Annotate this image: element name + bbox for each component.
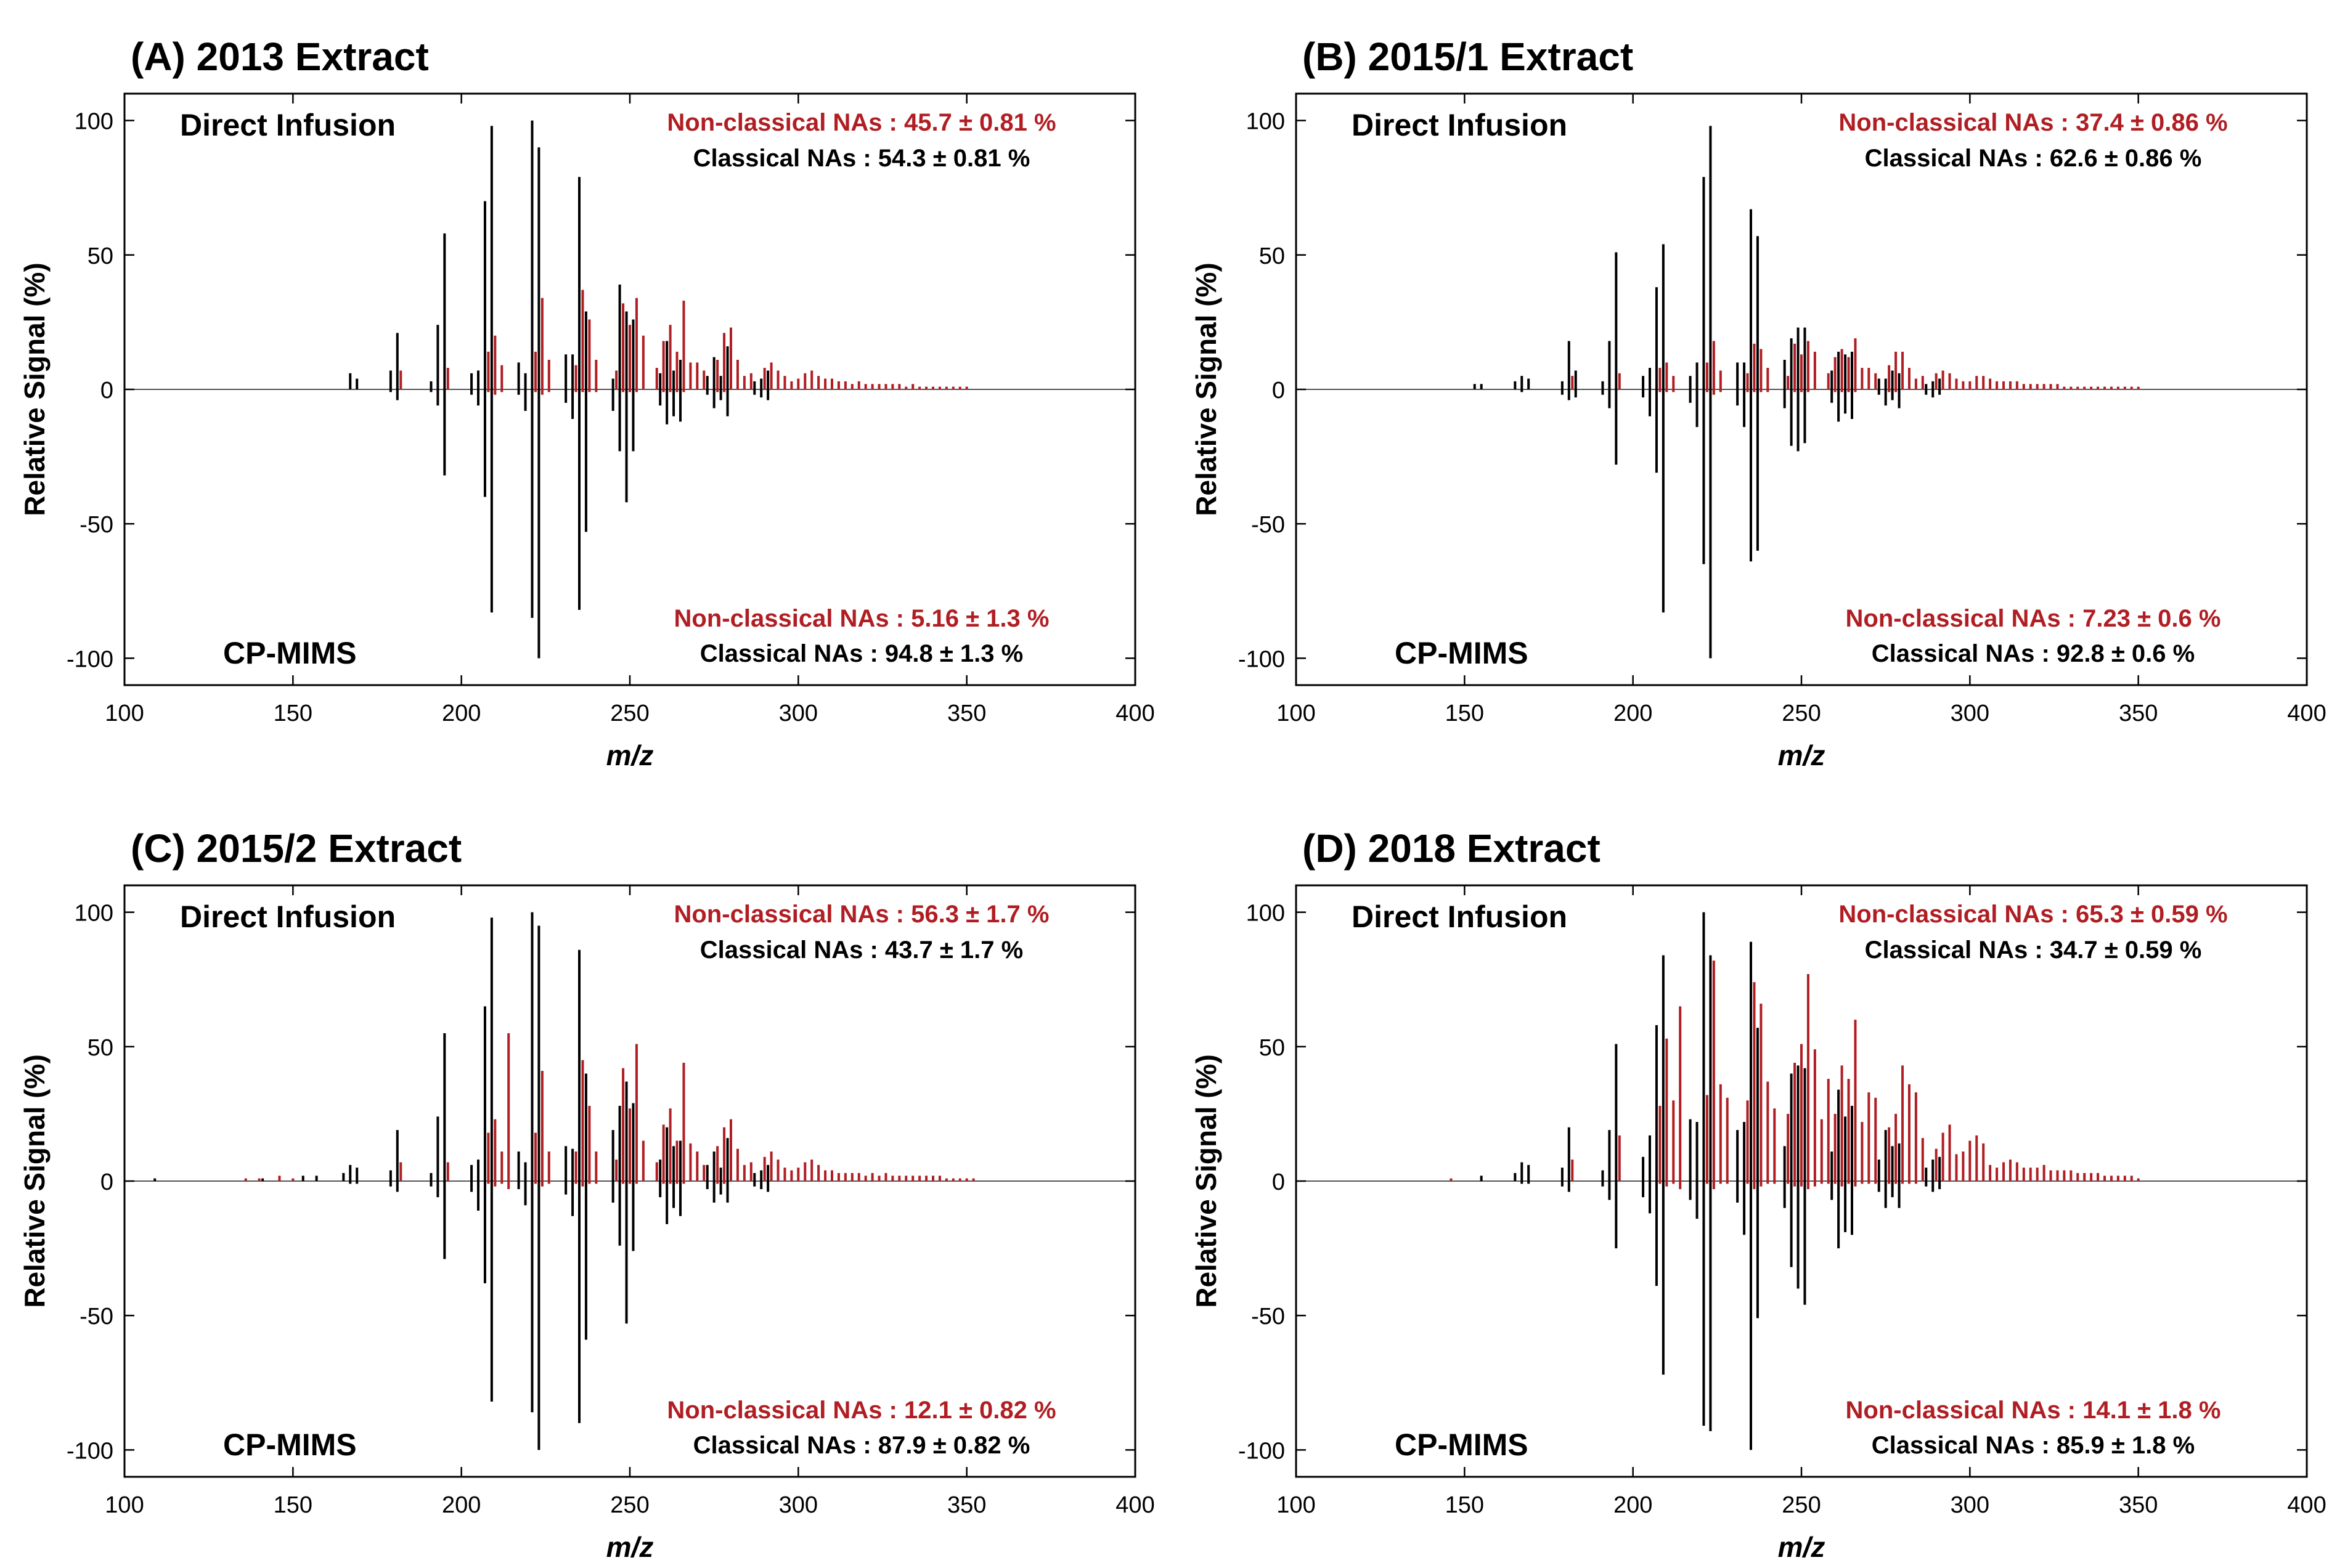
y-axis-label: Relative Signal (%) [1190,1054,1222,1308]
x-tick-label: 300 [779,701,818,726]
x-tick-label: 250 [1782,701,1821,726]
cp-mims-label: CP-MIMS [1395,636,1528,670]
x-tick-label: 400 [2287,701,2326,726]
x-tick-label: 150 [274,701,312,726]
bottom-nonclassical-fraction: Non-classical NAs : 12.1 ± 0.82 % [667,1397,1056,1424]
y-tick-label: -50 [1251,1304,1285,1330]
y-tick-label: 0 [100,378,113,404]
y-tick-label: -100 [67,1438,113,1464]
top-nonclassical-fraction: Non-classical NAs : 56.3 ± 1.7 % [674,901,1050,928]
y-tick-label: 50 [1259,243,1285,269]
top-nonclassical-fraction: Non-classical NAs : 37.4 ± 0.86 % [1838,109,2227,136]
classical-series [349,120,770,659]
top-nonclassical-fraction: Non-classical NAs : 65.3 ± 0.59 % [1838,901,2227,928]
nonclassical-series [1450,961,2140,1190]
x-tick-label: 200 [442,1492,481,1518]
panel-3: (D) 2018 Extract 100 150 200 250 300 350 400 100… [1190,826,2327,1563]
classical-series [1473,126,1941,659]
x-tick-label: 300 [779,1492,818,1518]
y-tick-label: 100 [75,109,113,135]
x-axis-label: m/z [1778,1531,1825,1563]
cp-mims-label: CP-MIMS [223,1428,357,1462]
bottom-classical-fraction: Classical NAs : 92.8 ± 0.6 % [1872,640,2195,667]
x-tick-label: 150 [1445,1492,1484,1518]
panel-title: (B) 2015/1 Extract [1302,35,1633,79]
y-tick-label: 100 [1246,901,1285,927]
top-classical-fraction: Classical NAs : 54.3 ± 0.81 % [693,145,1030,172]
nonclassical-series [244,1033,975,1190]
x-axis-label: m/z [1778,739,1825,771]
x-tick-label: 400 [2287,1492,2326,1518]
bottom-nonclassical-fraction: Non-classical NAs : 14.1 ± 1.8 % [1846,1397,2221,1424]
y-tick-label: 50 [88,1035,113,1061]
y-tick-label: -50 [1251,512,1285,538]
x-tick-label: 150 [1445,701,1484,726]
bottom-classical-fraction: Classical NAs : 85.9 ± 1.8 % [1872,1432,2195,1459]
y-tick-label: 50 [1259,1035,1285,1061]
y-tick-label: -100 [67,646,113,672]
panel-title: (D) 2018 Extract [1302,826,1601,871]
direct-infusion-label: Direct Infusion [1352,900,1567,934]
bottom-nonclassical-fraction: Non-classical NAs : 5.16 ± 1.3 % [674,605,1050,632]
x-tick-label: 350 [2119,1492,2158,1518]
y-tick-label: 100 [75,901,113,927]
classical-series [153,912,770,1450]
x-tick-label: 300 [1951,701,1989,726]
top-classical-fraction: Classical NAs : 34.7 ± 0.59 % [1865,936,2202,964]
direct-infusion-label: Direct Infusion [1352,108,1567,142]
x-tick-label: 250 [610,701,649,726]
bottom-classical-fraction: Classical NAs : 94.8 ± 1.3 % [700,640,1023,667]
y-tick-label: 0 [100,1169,113,1195]
y-tick-label: 100 [1246,109,1285,135]
x-tick-label: 100 [1276,1492,1315,1518]
top-classical-fraction: Classical NAs : 43.7 ± 1.7 % [700,936,1023,964]
y-tick-label: 0 [1272,1169,1285,1195]
x-axis-label: m/z [606,739,654,771]
y-tick-label: -50 [80,512,113,538]
nonclassical-series [399,290,968,395]
nonclassical-series [1571,338,2140,395]
y-tick-label: -100 [1238,646,1285,672]
y-tick-label: -100 [1238,1438,1285,1464]
y-axis-label: Relative Signal (%) [1190,262,1222,516]
x-tick-label: 200 [1613,701,1652,726]
panel-1: (B) 2015/1 Extract 100 150 200 250 300 350 400 1… [1190,35,2327,771]
bottom-nonclassical-fraction: Non-classical NAs : 7.23 ± 0.6 % [1846,605,2221,632]
x-tick-label: 350 [947,701,986,726]
x-tick-label: 350 [947,1492,986,1518]
y-tick-label: 0 [1272,378,1285,404]
panel-0: (A) 2013 Extract 100 150 200 250 300 350 400 100… [18,35,1155,771]
x-tick-label: 400 [1115,701,1154,726]
x-tick-label: 200 [442,701,481,726]
x-tick-label: 100 [105,701,144,726]
top-classical-fraction: Classical NAs : 62.6 ± 0.86 % [1865,145,2202,172]
panel-title: (C) 2015/2 Extract [131,826,462,871]
x-axis-label: m/z [606,1531,654,1563]
y-axis-label: Relative Signal (%) [18,262,51,516]
x-tick-label: 250 [610,1492,649,1518]
x-tick-label: 100 [105,1492,144,1518]
cp-mims-label: CP-MIMS [1395,1428,1528,1462]
bottom-classical-fraction: Classical NAs : 87.9 ± 0.82 % [693,1432,1030,1459]
y-axis-label: Relative Signal (%) [18,1054,51,1308]
panel-title: (A) 2013 Extract [131,35,429,79]
x-tick-label: 300 [1951,1492,1989,1518]
cp-mims-label: CP-MIMS [223,636,357,670]
x-tick-label: 200 [1613,1492,1652,1518]
panel-2: (C) 2015/2 Extract 100 150 200 250 300 350 400 1… [18,826,1155,1563]
direct-infusion-label: Direct Infusion [180,108,396,142]
x-tick-label: 100 [1276,701,1315,726]
y-tick-label: 50 [88,243,113,269]
x-tick-label: 350 [2119,701,2158,726]
x-tick-label: 250 [1782,1492,1821,1518]
x-tick-label: 150 [274,1492,312,1518]
y-tick-label: -50 [80,1304,113,1330]
top-nonclassical-fraction: Non-classical NAs : 45.7 ± 0.81 % [667,109,1056,136]
x-tick-label: 400 [1115,1492,1154,1518]
direct-infusion-label: Direct Infusion [180,900,396,934]
classical-series [1480,912,1941,1450]
